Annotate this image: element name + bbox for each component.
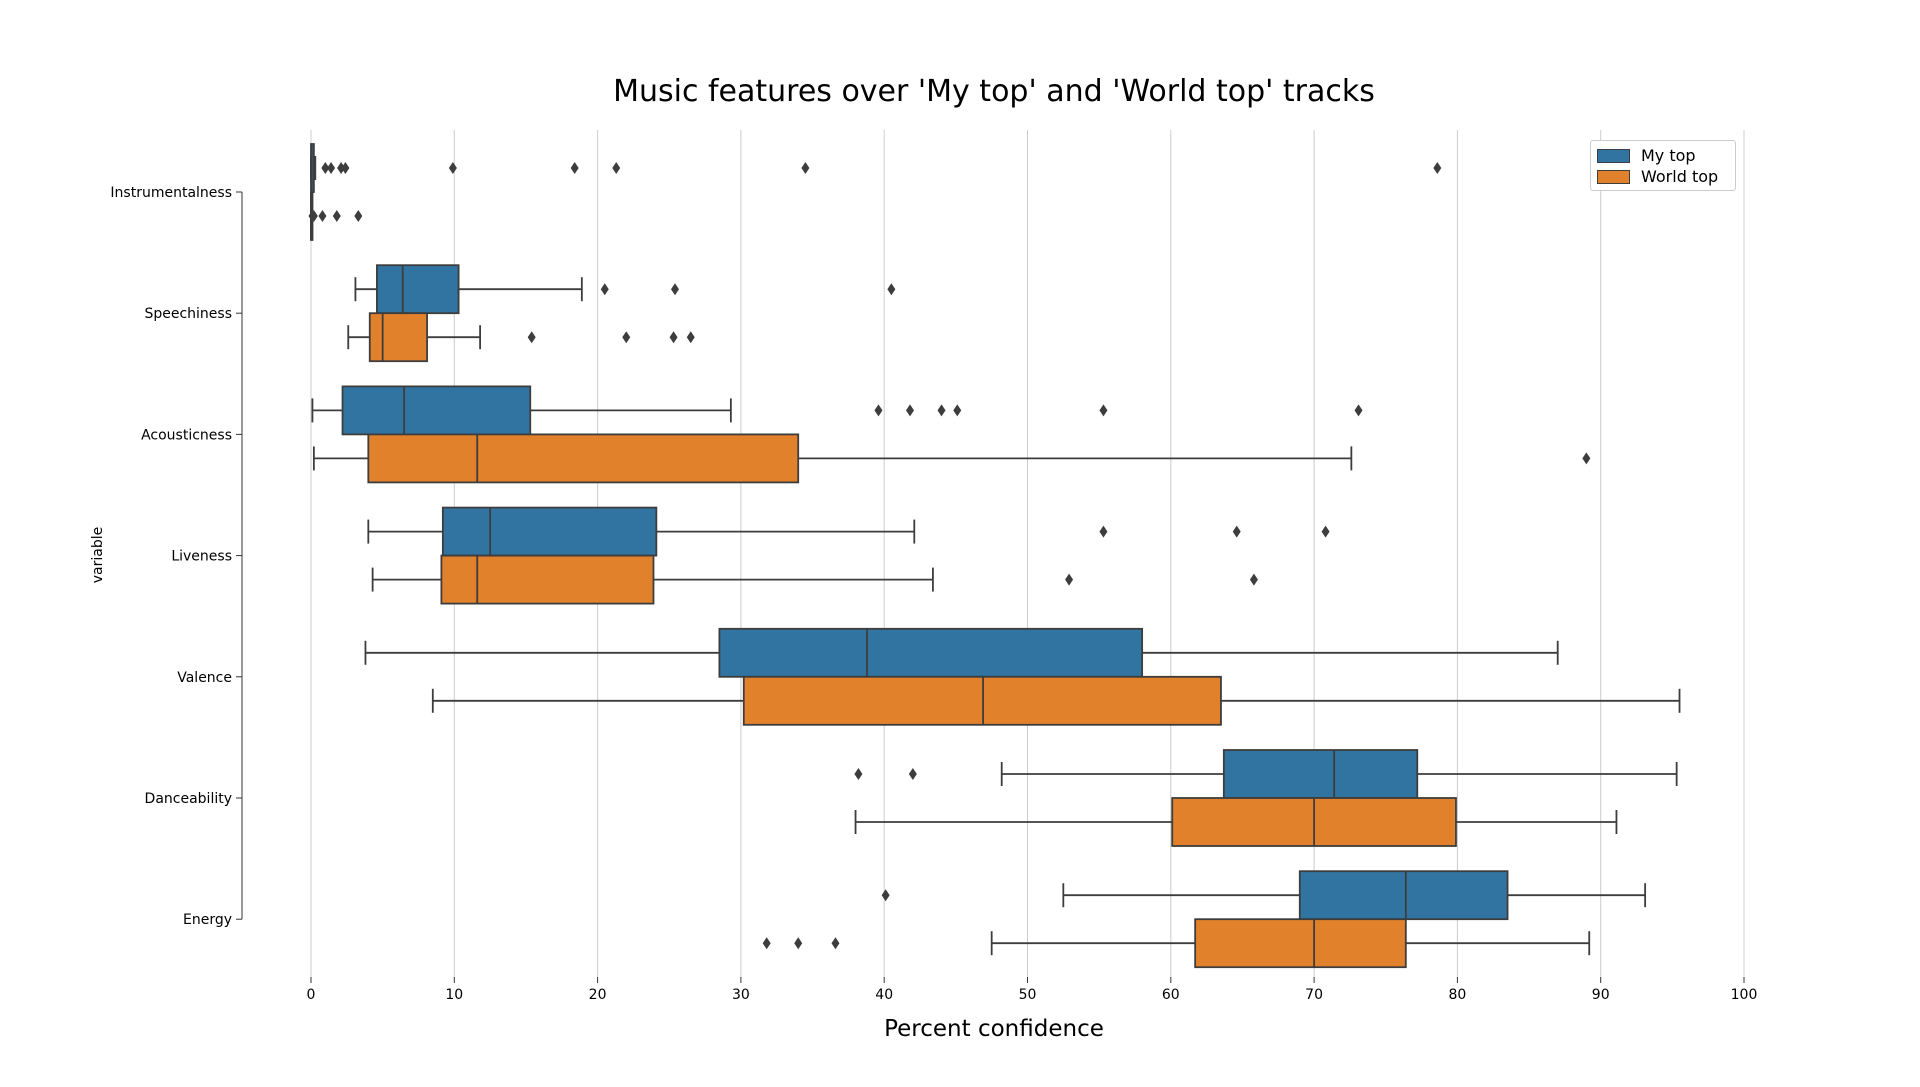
outlier-point	[1321, 525, 1330, 538]
y-tick-label: Danceability	[145, 791, 232, 807]
x-tick-label: 70	[1305, 987, 1323, 1003]
outlier-point	[831, 937, 840, 950]
iqr-box	[1222, 749, 1419, 799]
outlier-point	[1099, 525, 1108, 538]
outlier-point	[794, 937, 803, 950]
outlier-point	[622, 331, 631, 344]
x-tick-label: 90	[1592, 987, 1610, 1003]
outlier-point	[354, 210, 363, 222]
x-tick-label: 40	[875, 987, 893, 1003]
y-tick-label: Liveness	[171, 549, 232, 565]
x-tick-label: 80	[1448, 987, 1466, 1003]
outlier-point	[1232, 525, 1241, 538]
box-my-top-energy	[881, 870, 1647, 921]
y-tick-label: Speechiness	[144, 306, 232, 322]
iqr-box	[341, 385, 532, 436]
outlier-point	[670, 283, 679, 296]
outlier-point	[953, 404, 962, 417]
outlier-point	[570, 162, 579, 174]
box-my-top-instrumentalness	[310, 143, 1442, 193]
outlier-point	[448, 162, 457, 174]
outlier-point	[762, 937, 771, 950]
outlier-point	[527, 331, 536, 344]
outlier-point	[1249, 573, 1258, 586]
iqr-box	[1194, 918, 1407, 969]
outlier-point	[874, 404, 883, 417]
outlier-point	[318, 210, 327, 222]
box-my-top-liveness	[367, 506, 1330, 557]
outlier-point	[321, 162, 330, 174]
outlier-point	[801, 162, 810, 174]
outlier-point	[341, 162, 350, 174]
legend-item-my-top: My top	[1597, 145, 1729, 166]
iqr-box	[367, 433, 800, 484]
box-my-top-danceability	[854, 749, 1678, 799]
iqr-box	[376, 264, 460, 315]
outlier-point	[908, 768, 917, 780]
outlier-point	[337, 162, 346, 174]
outlier-point	[327, 162, 336, 174]
y-tick-label: Valence	[177, 670, 232, 686]
box-world-top-danceability	[854, 797, 1618, 847]
iqr-box	[441, 506, 658, 557]
box-world-top-instrumentalness	[308, 191, 363, 241]
outlier-point	[612, 162, 621, 174]
y-tick-label: Instrumentalness	[110, 185, 232, 201]
tick-labels: 0 10 20 30 40 50 60 70 80 90 100 Instrumentalness Sp…	[110, 185, 1757, 1003]
outlier-point	[332, 210, 341, 222]
outlier-point	[669, 331, 678, 344]
x-tick-label: 30	[732, 987, 750, 1003]
x-tick-label: 50	[1019, 987, 1037, 1003]
legend-label-my-top: My top	[1641, 146, 1696, 165]
box-world-top-valence	[431, 675, 1681, 726]
y-tick-label: Energy	[183, 912, 232, 928]
legend-item-world-top: World top	[1597, 166, 1729, 187]
outlier-point	[1582, 452, 1591, 465]
outlier-point	[1354, 404, 1363, 417]
legend-swatch-world-top	[1597, 169, 1630, 184]
legend: My top World top	[1590, 140, 1736, 191]
box-world-top-liveness	[371, 554, 1258, 605]
x-tick-label: 0	[307, 987, 316, 1003]
x-axis-label: Percent confidence	[884, 1016, 1104, 1042]
box-my-top-acousticness	[311, 385, 1363, 436]
iqr-box	[440, 554, 655, 605]
boxes	[308, 143, 1681, 969]
outlier-point	[937, 404, 946, 417]
x-tick-label: 10	[445, 987, 463, 1003]
outlier-point	[881, 889, 890, 902]
outlier-point	[1433, 162, 1442, 174]
outlier-point	[686, 331, 695, 344]
box-world-top-energy	[762, 918, 1591, 969]
outlier-point	[309, 210, 318, 222]
x-tick-label: 100	[1731, 987, 1758, 1003]
legend-swatch-my-top	[1597, 148, 1630, 163]
outlier-point	[1065, 573, 1074, 586]
iqr-box	[718, 627, 1144, 678]
box-my-top-speechiness	[354, 264, 896, 315]
y-axis-label: variable	[90, 526, 106, 584]
axes	[236, 191, 1745, 983]
box-my-top-valence	[364, 627, 1559, 678]
outlier-point	[905, 404, 914, 417]
box-world-top-acousticness	[312, 433, 1591, 484]
box-world-top-speechiness	[347, 312, 695, 363]
outlier-point	[600, 283, 609, 296]
outlier-point	[1099, 404, 1108, 417]
legend-label-world-top: World top	[1641, 167, 1719, 186]
y-tick-label: Acousticness	[141, 427, 232, 443]
chart-title: Music features over 'My top' and 'World …	[613, 74, 1375, 109]
x-tick-label: 60	[1162, 987, 1180, 1003]
iqr-box	[368, 312, 428, 363]
outlier-point	[854, 768, 863, 780]
x-tick-label: 20	[589, 987, 607, 1003]
iqr-box	[1298, 870, 1509, 921]
outlier-point	[887, 283, 896, 296]
